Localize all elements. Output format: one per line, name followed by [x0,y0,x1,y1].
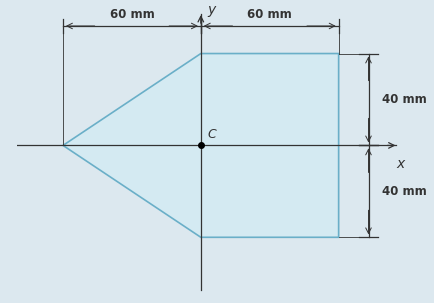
Text: 40 mm: 40 mm [382,185,427,198]
Text: 60 mm: 60 mm [109,8,155,22]
Text: 60 mm: 60 mm [247,8,292,22]
Text: x: x [397,157,405,171]
Text: C: C [208,128,217,141]
Text: y: y [208,3,216,17]
Polygon shape [63,54,339,237]
Text: 40 mm: 40 mm [382,93,427,106]
